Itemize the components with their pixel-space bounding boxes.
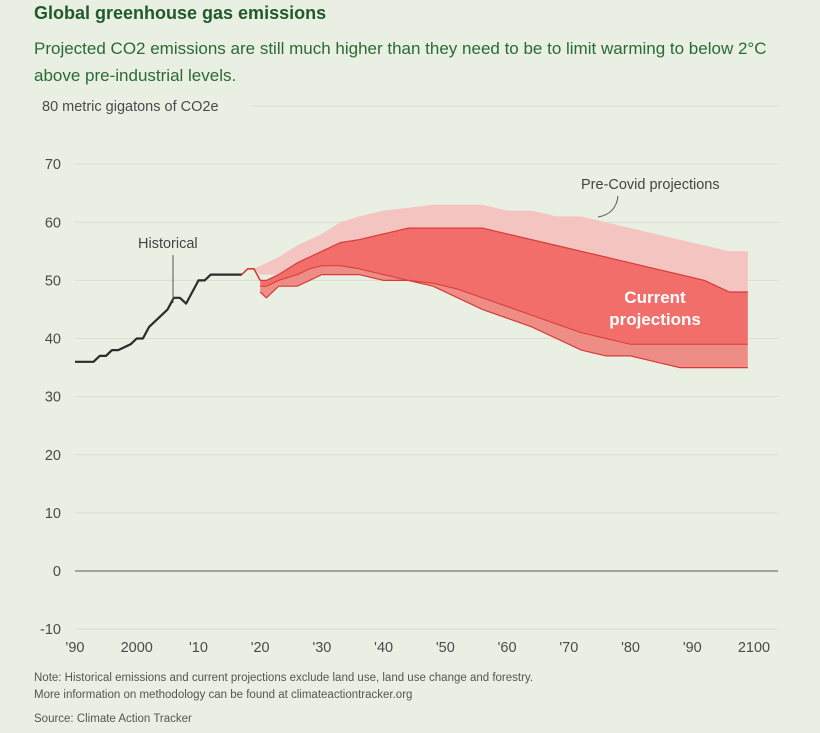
x-tick-label: '30 [312,640,331,656]
precovid-pointer [597,195,619,218]
footnote-line-1: Note: Historical emissions and current p… [34,672,534,684]
current-label-line2: projections [609,310,701,329]
historical-emissions-line [75,273,242,363]
footnote-line-2: More information on methodology can be f… [34,689,413,701]
chart-title: Global greenhouse gas emissions [34,3,327,23]
current-mid-edge [260,265,748,345]
y-tick-label: 10 [45,506,61,522]
projection-bands [254,204,748,368]
y-tick-label: 80 metric gigatons of CO2e [42,99,219,115]
emissions-chart: -10 0 10 20 30 40 50 60 70 80 metric gigatons of … [40,99,778,656]
series-lines [75,227,748,369]
x-tick-label: '20 [251,640,270,656]
current-upper-band [260,228,748,345]
y-tick-label: 70 [45,157,61,173]
x-tick-label: '90 [66,640,85,656]
annotations: Historical Pre-Covid projections Current… [138,177,720,329]
precovid-label: Pre-Covid projections [581,177,720,193]
current-label-line1: Current [624,288,686,307]
x-tick-label: 2000 [121,640,153,656]
x-tick-label: '10 [189,640,208,656]
y-tick-label: 20 [45,448,61,464]
source-credit: Source: Climate Action Tracker [34,713,192,725]
historical-label: Historical [138,236,198,252]
x-tick-label: '50 [436,640,455,656]
footnote: Note: Historical emissions and current p… [34,670,533,704]
axis-ticks: -10 0 10 20 30 40 50 60 70 80 metric gigatons of … [40,99,770,656]
y-tick-label: 40 [45,332,61,348]
x-tick-label: '90 [683,640,702,656]
chart-subtitle: Projected CO2 emissions are still much h… [34,39,767,85]
y-tick-label: 50 [45,273,61,289]
x-tick-label: 2100 [738,640,770,656]
y-tick-label: -10 [40,622,61,638]
y-tick-label: 0 [53,564,61,580]
x-tick-label: '80 [621,640,640,656]
recent-emissions-line [241,268,261,281]
x-tick-label: '60 [498,640,517,656]
current-high-edge [260,227,748,293]
y-tick-label: 30 [45,390,61,406]
x-tick-label: '40 [374,640,393,656]
y-tick-label: 60 [45,215,61,231]
x-tick-label: '70 [559,640,578,656]
current-low-edge [259,274,748,369]
